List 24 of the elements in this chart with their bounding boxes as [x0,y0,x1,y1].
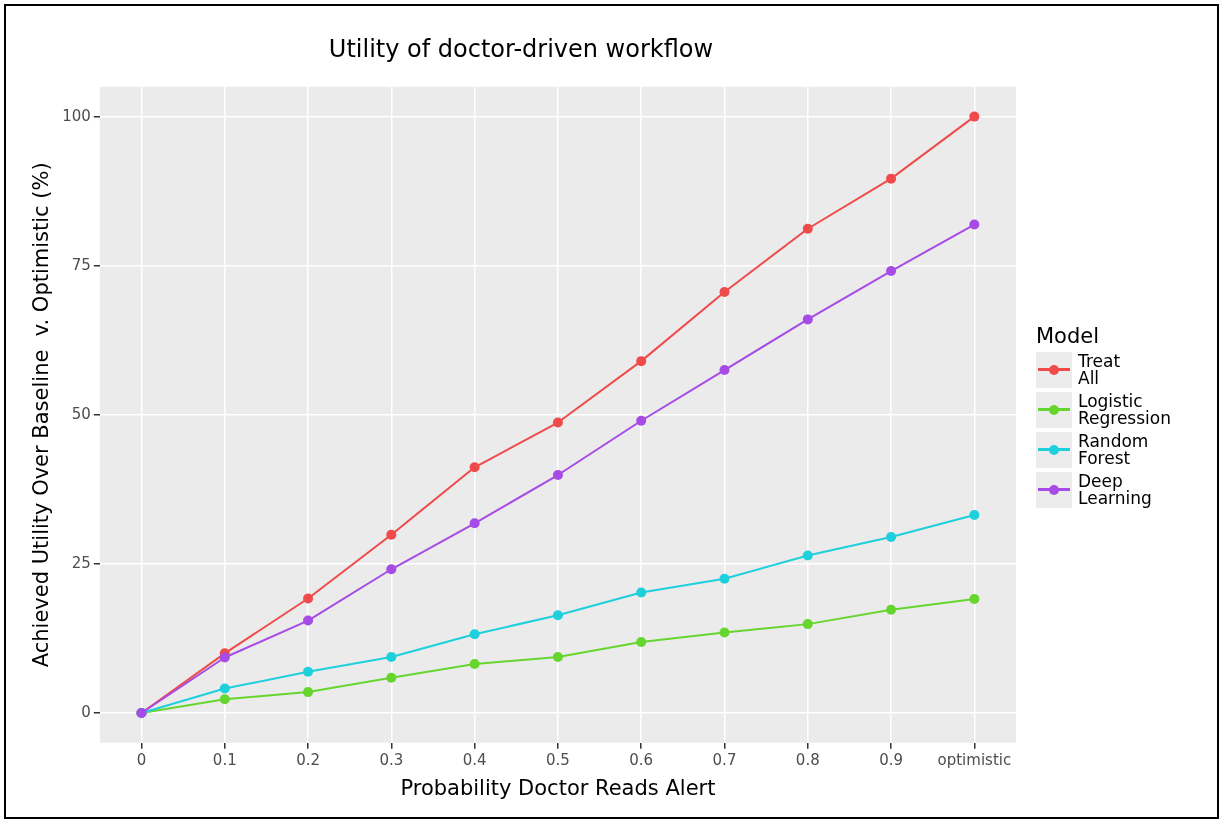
x-axis-title: Probability Doctor Reads Alert [400,775,716,800]
y-tick-label: 50 [71,404,91,423]
x-tick-label: 0.8 [795,750,820,769]
x-tick-label: 0.4 [462,750,487,769]
x-tick-label: 0.9 [879,750,903,769]
legend-label: Logistic Regression [1078,391,1172,428]
x-tick-label: 0.3 [379,750,404,769]
legend-label: Treat All [1078,351,1122,388]
x-tick-label: 0.7 [712,750,737,769]
x-tick-label: 0.1 [212,750,237,769]
chart-title: Utility of doctor-driven workflow [328,34,714,63]
legend-label: Random Forest [1078,431,1150,468]
y-tick-label: 100 [62,106,91,125]
legend-title: Model [1036,324,1101,348]
y-tick-label: 25 [71,553,91,572]
x-tick-label: 0.5 [545,750,570,769]
legend-label: Deep Learning [1078,471,1153,508]
x-tick-label: optimistic [937,750,1012,769]
y-axis-title: Achieved Utility Over Baseline v. Optimistic (%) [29,162,54,668]
x-tick-label: 0.6 [629,750,654,769]
y-tick-label: 0 [81,702,91,721]
x-tick-label: 0.2 [296,750,320,769]
y-tick-label: 75 [71,255,91,274]
x-tick-label: 0 [136,750,147,769]
